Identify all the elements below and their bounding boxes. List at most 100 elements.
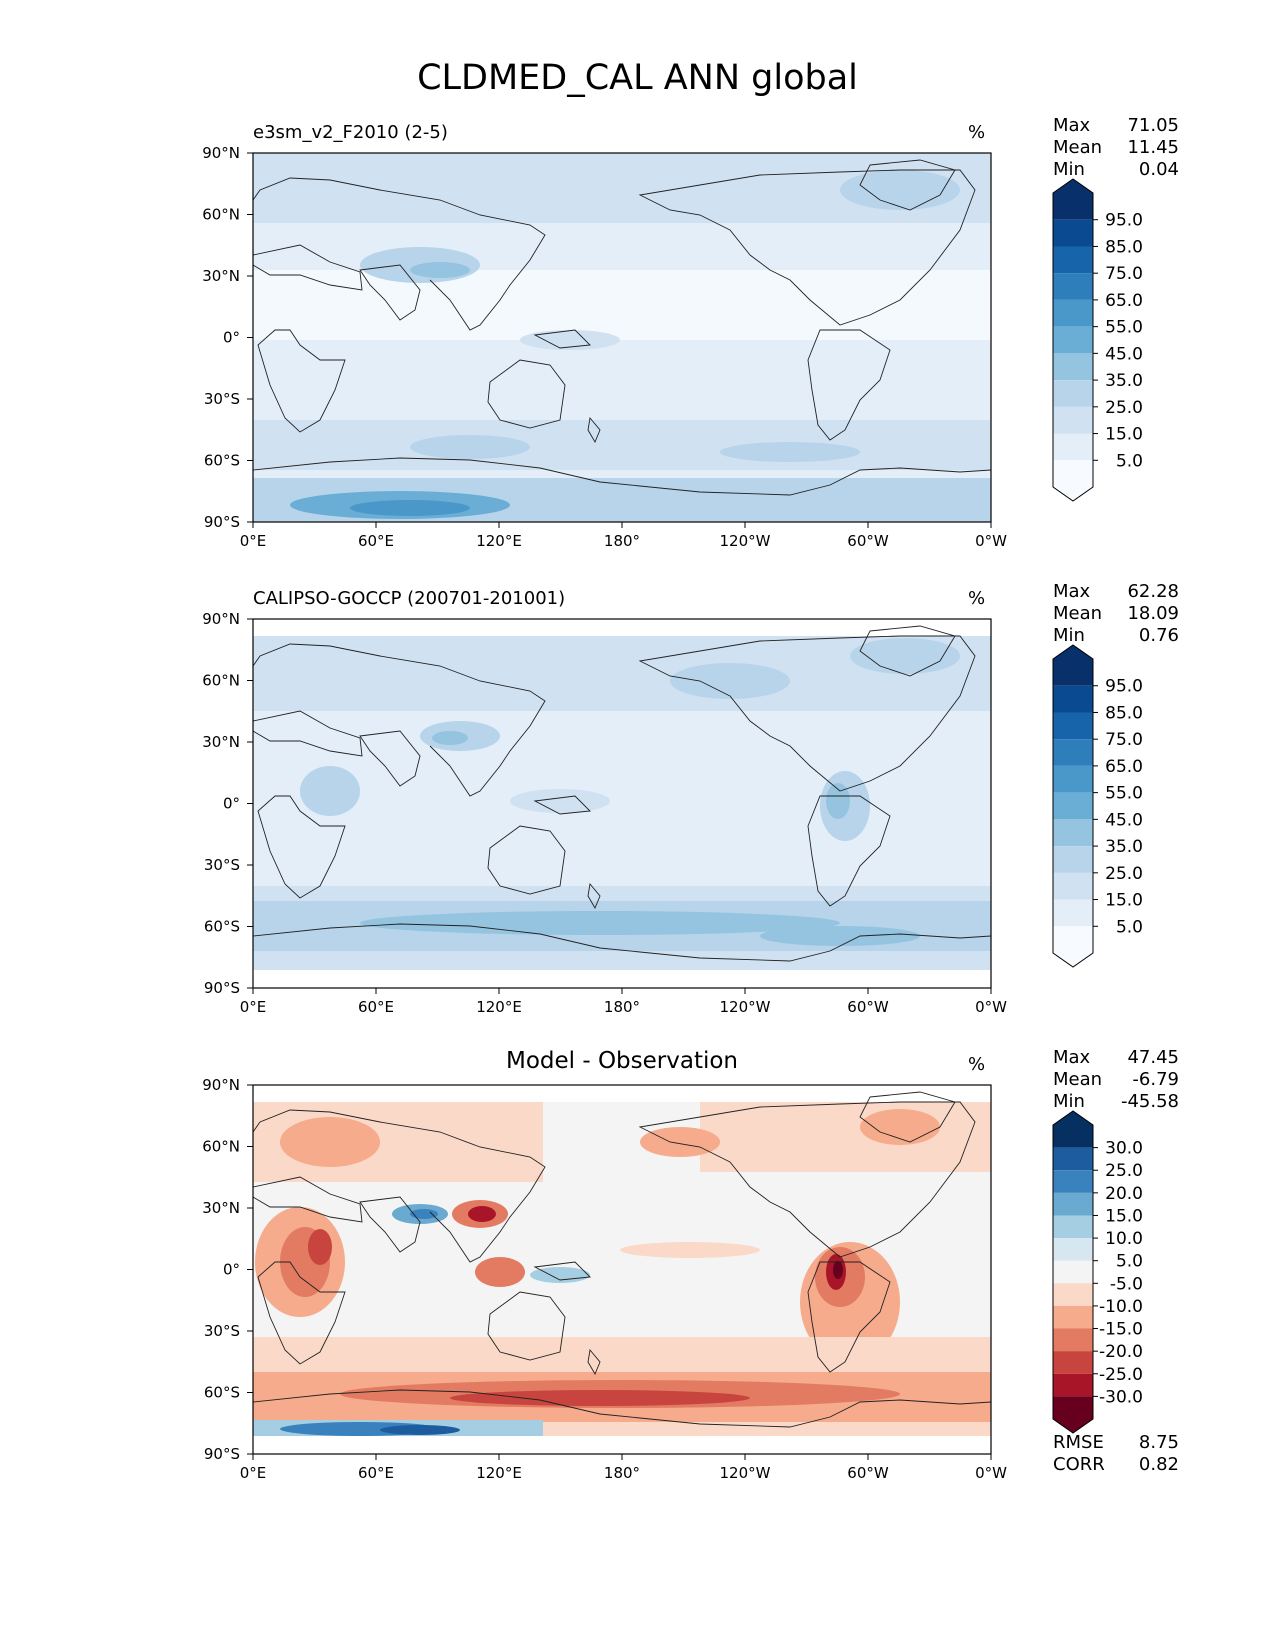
colorbar-swatch (1053, 926, 1093, 967)
lat-tick: 30°N (202, 1199, 253, 1217)
svg-text:60°S: 60°S (204, 452, 240, 470)
svg-text:180°: 180° (604, 1464, 640, 1482)
lon-tick: 0°E (240, 522, 266, 550)
colorbar-label: 10.0 (1105, 1229, 1143, 1249)
panel-label: CALIPSO-GOCCP (200701-201001) (253, 588, 566, 609)
svg-text:0°E: 0°E (240, 1464, 267, 1482)
svg-text:60°W: 60°W (847, 998, 889, 1016)
colorbar-label: 95.0 (1105, 211, 1143, 231)
colorbar-label: 45.0 (1105, 344, 1143, 364)
colorbar-label: 30.0 (1105, 1139, 1143, 1159)
lat-tick: 90°N (202, 1076, 253, 1094)
units-label: % (968, 122, 986, 143)
svg-text:0°W: 0°W (975, 1464, 1007, 1482)
colorbar-label: 55.0 (1105, 318, 1143, 338)
lat-axis-difference: 90°N 60°N 30°N 0° 30°S 60°S 90°S (202, 1076, 253, 1463)
svg-text:180°: 180° (604, 998, 640, 1016)
svg-text:30°N: 30°N (202, 267, 240, 285)
colorbar-model: 95.0 85.0 75.0 65.0 55.0 45.0 35.0 25.0 15.0 5.0 (1052, 178, 1143, 502)
lon-tick: 0°E (240, 1454, 267, 1482)
colorbar-swatch (1053, 179, 1093, 220)
colorbar-label: 45.0 (1105, 810, 1143, 830)
colorbar-label: 75.0 (1105, 730, 1143, 750)
svg-text:90°N: 90°N (202, 144, 240, 162)
colorbar-label: 75.0 (1105, 264, 1143, 284)
panel-model: 90°N 60°N 30°N 0° 30°S 60°S 90°S 0°E 60°… (0, 0, 1275, 550)
svg-text:0°: 0° (223, 1261, 240, 1279)
lon-tick: 0°W (975, 1454, 1007, 1482)
map-panel-difference: 90°N 60°N 30°N 0° 30°S 60°S 90°S 0°E 60°… (202, 1076, 1143, 1482)
stat-max: Max 47.45 (1053, 1047, 1179, 1068)
colorbar-swatch (1053, 1283, 1093, 1306)
stats-box: Max 47.45 Mean -6.79 Min -45.58 (1053, 1047, 1179, 1113)
lon-axis-difference: 0°E 60°E 120°E 180° 120°W 60°W 0°W (240, 1454, 1007, 1482)
lon-tick: 60°W (847, 988, 889, 1016)
lat-tick: 30°N (202, 733, 253, 751)
colorbar-label: 65.0 (1105, 757, 1143, 777)
colorbar-outline (1052, 178, 1094, 502)
colorbar-swatch (1053, 326, 1093, 354)
svg-text:30°S: 30°S (204, 1322, 240, 1340)
svg-text:60°W: 60°W (847, 1464, 889, 1482)
stat-max: Max 62.28 (1053, 581, 1179, 602)
svg-text:90°N: 90°N (202, 610, 240, 628)
stat-max: Max 71.05 (1053, 115, 1179, 136)
stat-mean: Mean 18.09 (1053, 603, 1179, 624)
colorbar-swatch (1053, 273, 1093, 300)
colorbar-label: 25.0 (1105, 398, 1143, 418)
stat-min: Min 0.76 (1053, 625, 1179, 646)
lon-tick: 60°E (358, 522, 394, 550)
lon-tick: 0°W (975, 522, 1007, 550)
field-difference (253, 1085, 991, 1454)
colorbar-observation: 95.0 85.0 75.0 65.0 55.0 45.0 35.0 25.0 15.0 5.0 (1052, 644, 1143, 968)
colorbar-label: 15.0 (1105, 425, 1143, 445)
colorbar-label: -5.0 (1110, 1274, 1143, 1294)
stat-mean: Mean 11.45 (1053, 137, 1179, 158)
stat-min: Min -45.58 (1053, 1091, 1179, 1112)
lat-tick: 90°S (204, 513, 253, 531)
svg-text:0°: 0° (223, 795, 240, 813)
metric-rmse: RMSE 8.75 (1053, 1432, 1179, 1453)
lat-tick: 60°N (202, 672, 253, 690)
stat-min: Min 0.04 (1053, 159, 1179, 180)
colorbar-label: 95.0 (1105, 677, 1143, 697)
panel-label: Model - Observation (505, 1048, 739, 1074)
colorbar-swatch (1053, 1373, 1093, 1397)
lon-tick: 60°W (847, 1454, 889, 1482)
panel-label: e3sm_v2_F2010 (2-5) (253, 122, 448, 143)
lon-tick: 60°E (358, 988, 394, 1016)
lon-tick: 0°W (975, 988, 1007, 1016)
lat-axis-observation: 90°N 60°N 30°N 0° 30°S 60°S 90°S (202, 610, 253, 997)
stats-box: Max 62.28 Mean 18.09 Min 0.76 (1053, 581, 1179, 647)
colorbar-swatch (1053, 353, 1093, 381)
lon-tick: 180° (604, 1454, 640, 1482)
svg-text:60°S: 60°S (204, 918, 240, 936)
svg-text:30°N: 30°N (202, 733, 240, 751)
svg-text:90°S: 90°S (204, 513, 240, 531)
lat-tick: 90°S (204, 1445, 253, 1463)
colorbar-label: 5.0 (1116, 1252, 1143, 1272)
colorbar-label: 5.0 (1116, 451, 1143, 471)
svg-text:30°S: 30°S (204, 856, 240, 874)
colorbar-label: 25.0 (1105, 1161, 1143, 1181)
colorbar-swatch (1053, 1192, 1093, 1216)
svg-text:30°S: 30°S (204, 390, 240, 408)
colorbar-label: 35.0 (1105, 371, 1143, 391)
svg-text:90°S: 90°S (204, 1445, 240, 1463)
colorbar-swatch (1053, 219, 1093, 247)
svg-text:60°E: 60°E (358, 1464, 394, 1482)
svg-text:90°S: 90°S (204, 979, 240, 997)
units-label: % (968, 588, 986, 609)
colorbar-swatch (1053, 846, 1093, 873)
colorbar-swatch (1053, 1396, 1093, 1433)
lon-tick: 60°E (358, 1454, 394, 1482)
colorbar-swatch (1053, 1328, 1093, 1352)
colorbar-swatch (1053, 645, 1093, 686)
metrics-box: RMSE 8.75 CORR 0.82 (1053, 1432, 1179, 1476)
lat-tick: 60°N (202, 206, 253, 224)
svg-text:120°E: 120°E (476, 532, 522, 550)
colorbar-label: 35.0 (1105, 837, 1143, 857)
colorbar-label: 55.0 (1105, 784, 1143, 804)
colorbar-swatch (1053, 299, 1093, 327)
lon-tick: 120°W (720, 988, 771, 1016)
